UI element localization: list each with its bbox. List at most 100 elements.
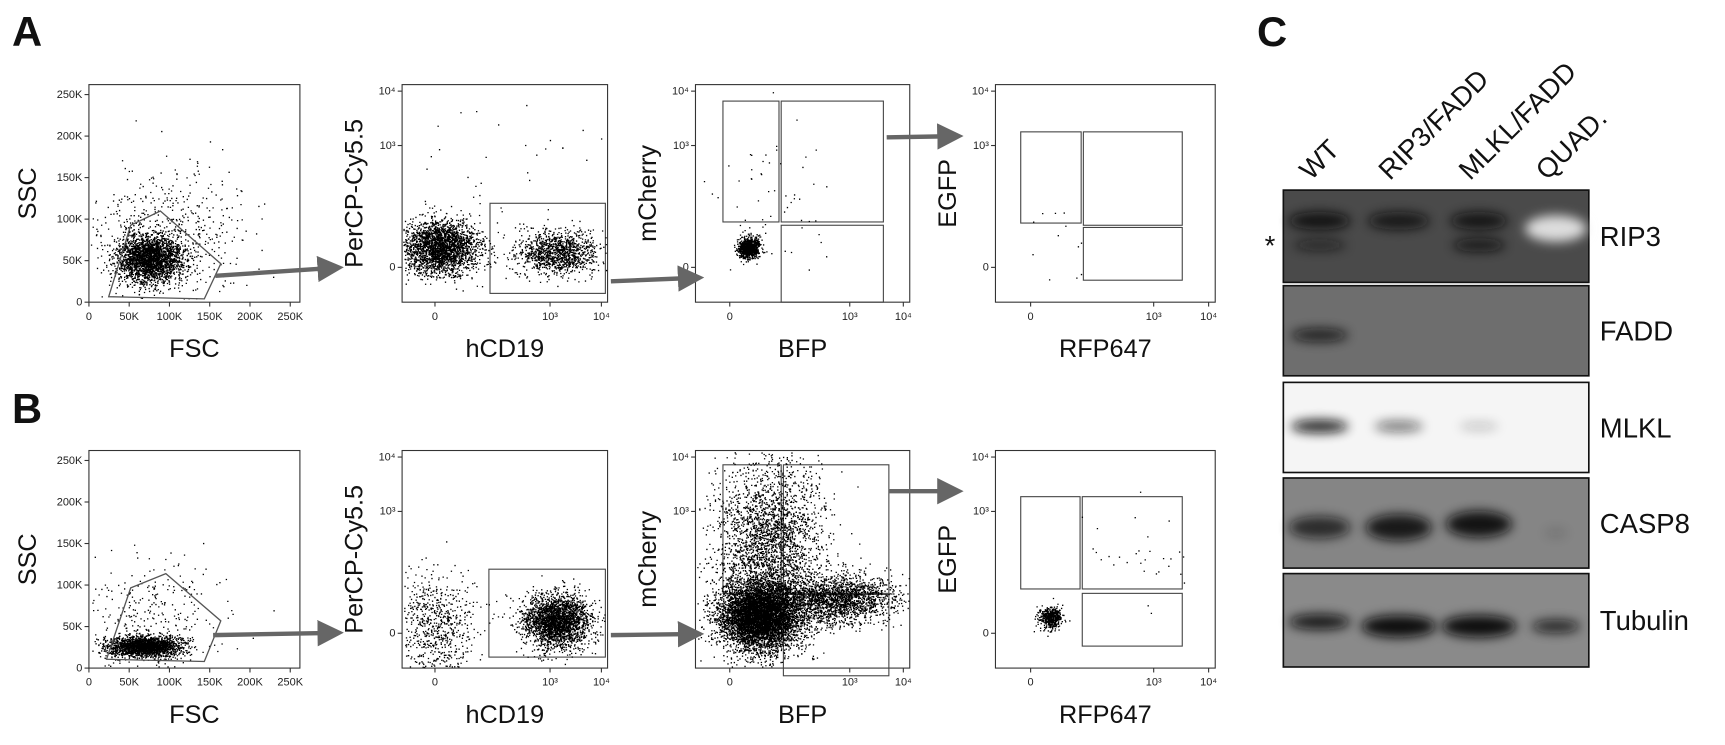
x-tick-label: 150K (197, 677, 223, 689)
x-tick-label: 100K (157, 677, 183, 689)
x-tick-label: 0 (727, 677, 733, 689)
y-tick-label: 50K (63, 621, 83, 633)
band (1367, 212, 1430, 230)
event-cloud (1081, 491, 1186, 615)
x-tick-label: 0 (1028, 311, 1034, 323)
x-tick-label: 10⁴ (895, 677, 912, 689)
event-cloud (1033, 597, 1071, 637)
x-tick-label: 0 (727, 311, 733, 323)
band (1445, 510, 1512, 538)
band (1288, 212, 1351, 230)
x-tick-label: 50K (119, 677, 139, 689)
event-cloud (697, 452, 862, 668)
y-tick-label: 0 (983, 262, 989, 274)
gate (1082, 226, 1183, 281)
y-axis-label: SSC (14, 167, 42, 219)
y-tick-label: 10³ (673, 140, 689, 152)
gate (1081, 496, 1183, 590)
plot-frame (401, 84, 609, 303)
gate (105, 572, 222, 663)
y-tick-label: 10⁴ (672, 85, 689, 97)
arrow (886, 123, 964, 150)
band (1288, 614, 1351, 630)
y-tick-label: 200K (57, 496, 83, 508)
gate (489, 202, 606, 294)
x-tick-label: 0 (432, 311, 438, 323)
y-tick-label: 10³ (673, 506, 689, 518)
y-tick-label: 50K (63, 255, 83, 267)
x-tick-label: 100K (157, 311, 183, 323)
protein-label: Tubulin (1600, 605, 1689, 636)
y-tick-label: 250K (57, 455, 83, 467)
band (1293, 239, 1346, 251)
event-cloud (404, 541, 498, 669)
panel-label: A (12, 8, 42, 55)
band (1459, 421, 1499, 431)
y-tick-label: 10⁴ (379, 451, 396, 463)
y-tick-label: 100K (57, 213, 83, 225)
y-tick-label: 0 (389, 262, 395, 274)
x-axis-label: hCD19 (466, 701, 545, 729)
y-tick-label: 0 (389, 628, 395, 640)
protein-label: CASP8 (1600, 508, 1690, 539)
event-cloud (96, 210, 215, 299)
gate (1020, 131, 1082, 224)
gate (1020, 496, 1081, 590)
band (1544, 528, 1567, 538)
x-tick-label: 10⁴ (593, 677, 610, 689)
band (1531, 619, 1581, 633)
y-tick-label: 0 (983, 628, 989, 640)
gate (1081, 592, 1183, 647)
x-tick-label: 10³ (842, 311, 858, 323)
y-tick-label: 10⁴ (972, 85, 989, 97)
event-cloud (733, 229, 768, 266)
y-axis-label: mCherry (634, 511, 662, 608)
plot-frame (694, 449, 911, 669)
event-cloud (471, 219, 608, 288)
band (1291, 419, 1349, 433)
gate (488, 568, 606, 658)
x-tick-label: 150K (197, 311, 223, 323)
event-cloud (92, 627, 219, 665)
protein-label: MLKL (1600, 412, 1672, 443)
y-tick-label: 150K (57, 172, 83, 184)
y-axis-label: PerCP-Cy5.5 (341, 485, 369, 634)
event-cloud (493, 575, 606, 666)
arrow (215, 255, 344, 283)
y-tick-label: 150K (57, 538, 83, 550)
x-axis-label: FSC (169, 335, 220, 363)
gate (1082, 131, 1183, 226)
band (1365, 514, 1432, 541)
x-tick-label: 10⁴ (593, 311, 610, 323)
x-tick-label: 10⁴ (1200, 311, 1217, 323)
x-axis-label: BFP (778, 335, 827, 363)
x-axis-label: BFP (778, 701, 827, 729)
x-tick-label: 250K (277, 677, 303, 689)
protein-label: FADD (1600, 316, 1673, 347)
y-tick-label: 10⁴ (379, 85, 396, 97)
x-tick-label: 0 (86, 677, 92, 689)
x-tick-label: 10³ (1146, 311, 1162, 323)
x-axis-label: hCD19 (466, 335, 545, 363)
lane-label: WT (1293, 133, 1345, 185)
y-tick-label: 10³ (973, 140, 989, 152)
band (1450, 212, 1508, 230)
plot-frame (994, 84, 1216, 303)
plot-frame (88, 449, 301, 669)
x-tick-label: 0 (1028, 677, 1034, 689)
arrow (213, 619, 344, 647)
x-tick-label: 0 (432, 677, 438, 689)
y-axis-label: EGFP (934, 159, 962, 228)
x-tick-label: 10⁴ (895, 311, 912, 323)
x-tick-label: 50K (119, 311, 139, 323)
gate (107, 210, 222, 300)
y-tick-label: 10⁴ (972, 451, 989, 463)
event-cloud (403, 196, 506, 292)
x-tick-label: 250K (277, 311, 303, 323)
arrow (610, 621, 705, 648)
panel-label: B (12, 385, 42, 432)
y-tick-label: 0 (76, 662, 82, 674)
y-tick-label: 10³ (973, 506, 989, 518)
y-axis-label: mCherry (634, 145, 662, 242)
